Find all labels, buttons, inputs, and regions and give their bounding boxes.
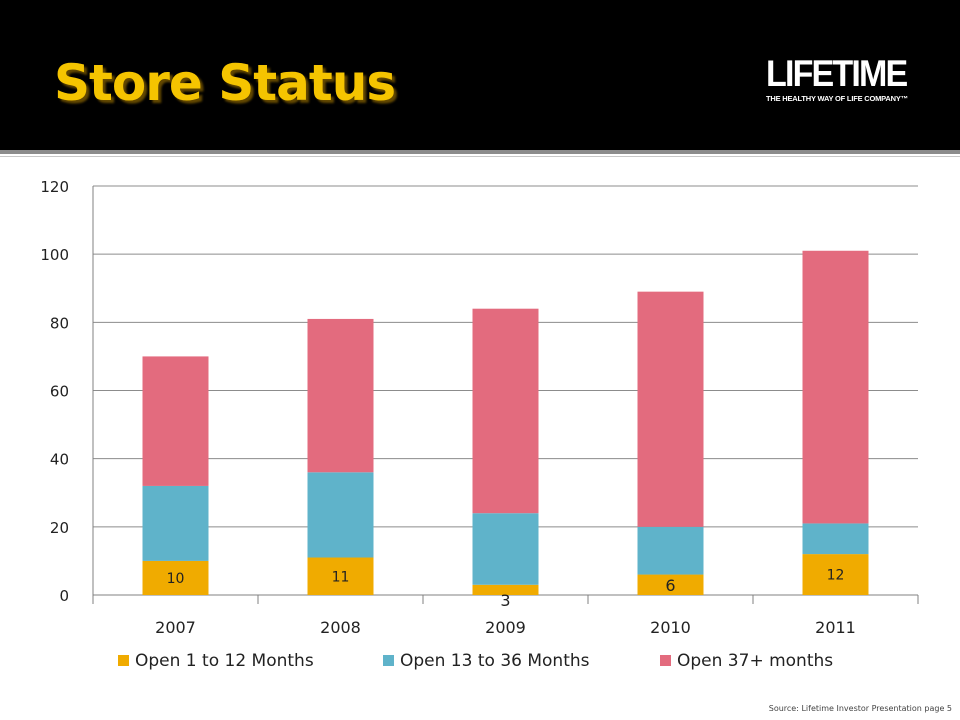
legend-label: Open 13 to 36 Months (400, 651, 590, 671)
data-label: 10 (167, 571, 185, 587)
y-tick-label: 0 (59, 587, 69, 605)
banner-divider (0, 150, 960, 154)
lifetime-logo: LIFETIME THE HEALTHY WAY OF LIFE COMPANY… (766, 53, 936, 103)
bar-segment (307, 472, 374, 558)
x-tick-label: 2007 (155, 618, 196, 637)
source-note: Source: Lifetime Investor Presentation p… (768, 704, 952, 713)
x-tick-label: 2010 (650, 618, 691, 637)
data-label: 6 (665, 576, 675, 595)
bar-segment (802, 250, 869, 524)
legend-swatch (660, 655, 671, 666)
bar-segment (142, 356, 209, 486)
bar-segment (637, 574, 704, 595)
bar-segment (637, 291, 704, 527)
bar-segment (307, 318, 374, 473)
y-tick-label: 80 (50, 314, 69, 332)
data-label: 11 (332, 569, 350, 585)
bar-segment (472, 513, 539, 585)
store-status-chart: 0 20 40 60 80 100 120 2007 2008 2009 2010 2011 10 11 3… (40, 178, 919, 671)
title-banner (0, 0, 960, 150)
logo-tagline: THE HEALTHY WAY OF LIFE COMPANY™ (766, 94, 908, 103)
legend-label: Open 1 to 12 Months (135, 651, 314, 671)
x-tick-label: 2009 (485, 618, 526, 637)
bar-segment (142, 560, 209, 595)
bar-segment (142, 485, 209, 561)
x-tick-label: 2011 (815, 618, 856, 637)
bar-segment (802, 554, 869, 595)
legend-swatch (383, 655, 394, 666)
data-label: 3 (500, 591, 510, 610)
y-tick-label: 40 (50, 451, 69, 469)
slide-title: Store Status (54, 54, 396, 112)
bar-segment (637, 526, 704, 575)
bar-segment (472, 308, 539, 514)
x-tick-label: 2008 (320, 618, 361, 637)
y-tick-label: 120 (40, 178, 69, 196)
legend-swatch (118, 655, 129, 666)
banner-divider-thin (0, 156, 960, 157)
logo-wordmark: LIFETIME (766, 53, 908, 94)
y-tick-label: 100 (40, 246, 69, 264)
data-label: 12 (827, 568, 845, 584)
bar-segment (307, 557, 374, 595)
legend-label: Open 37+ months (677, 651, 833, 671)
bar-segment (472, 584, 539, 595)
y-tick-label: 20 (50, 519, 69, 537)
bar-segment (802, 523, 869, 555)
y-tick-label: 60 (50, 383, 69, 401)
